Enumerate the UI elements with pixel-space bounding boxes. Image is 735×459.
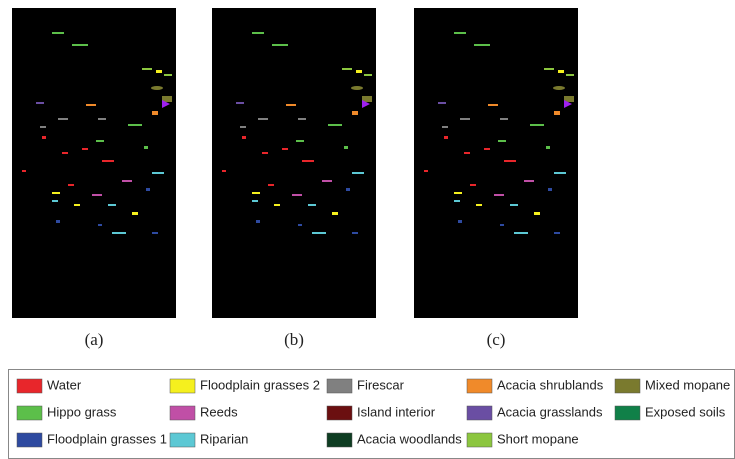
legend-swatch: [170, 406, 195, 420]
legend-label: Water: [47, 377, 82, 392]
legend-swatch: [467, 406, 492, 420]
legend-label: Acacia shrublands: [497, 377, 604, 392]
map-panel: [212, 8, 376, 318]
legend-swatch: [327, 406, 352, 420]
legend-swatch: [17, 379, 42, 393]
panel-label: (b): [284, 330, 304, 349]
legend-label: Riparian: [200, 431, 248, 446]
panel-label: (c): [487, 330, 506, 349]
legend-swatch: [17, 433, 42, 447]
figure: (a) (b) (c) Water Hippo grass Floodplain gra…: [0, 0, 735, 459]
legend-swatch: [615, 379, 640, 393]
legend-label: Island interior: [357, 404, 436, 419]
map-panel: [12, 8, 176, 318]
legend-label: Floodplain grasses 1: [47, 431, 167, 446]
panel-label: (a): [85, 330, 104, 349]
legend-label: Floodplain grasses 2: [200, 377, 320, 392]
legend-label: Exposed soils: [645, 404, 726, 419]
legend-swatch: [327, 379, 352, 393]
legend-label: Acacia woodlands: [357, 431, 462, 446]
map-panel: [414, 8, 578, 318]
panels: (a) (b) (c): [12, 8, 578, 349]
legend-swatch: [615, 406, 640, 420]
legend-label: Firescar: [357, 377, 405, 392]
legend: Water Hippo grass Floodplain grasses 1 Floo…: [17, 377, 730, 447]
legend-label: Hippo grass: [47, 404, 117, 419]
legend-swatch: [467, 379, 492, 393]
legend-swatch: [17, 406, 42, 420]
legend-swatch: [170, 433, 195, 447]
legend-label: Reeds: [200, 404, 238, 419]
legend-swatch: [170, 379, 195, 393]
legend-label: Short mopane: [497, 431, 579, 446]
legend-swatch: [467, 433, 492, 447]
legend-label: Mixed mopane: [645, 377, 730, 392]
legend-label: Acacia grasslands: [497, 404, 603, 419]
legend-swatch: [327, 433, 352, 447]
